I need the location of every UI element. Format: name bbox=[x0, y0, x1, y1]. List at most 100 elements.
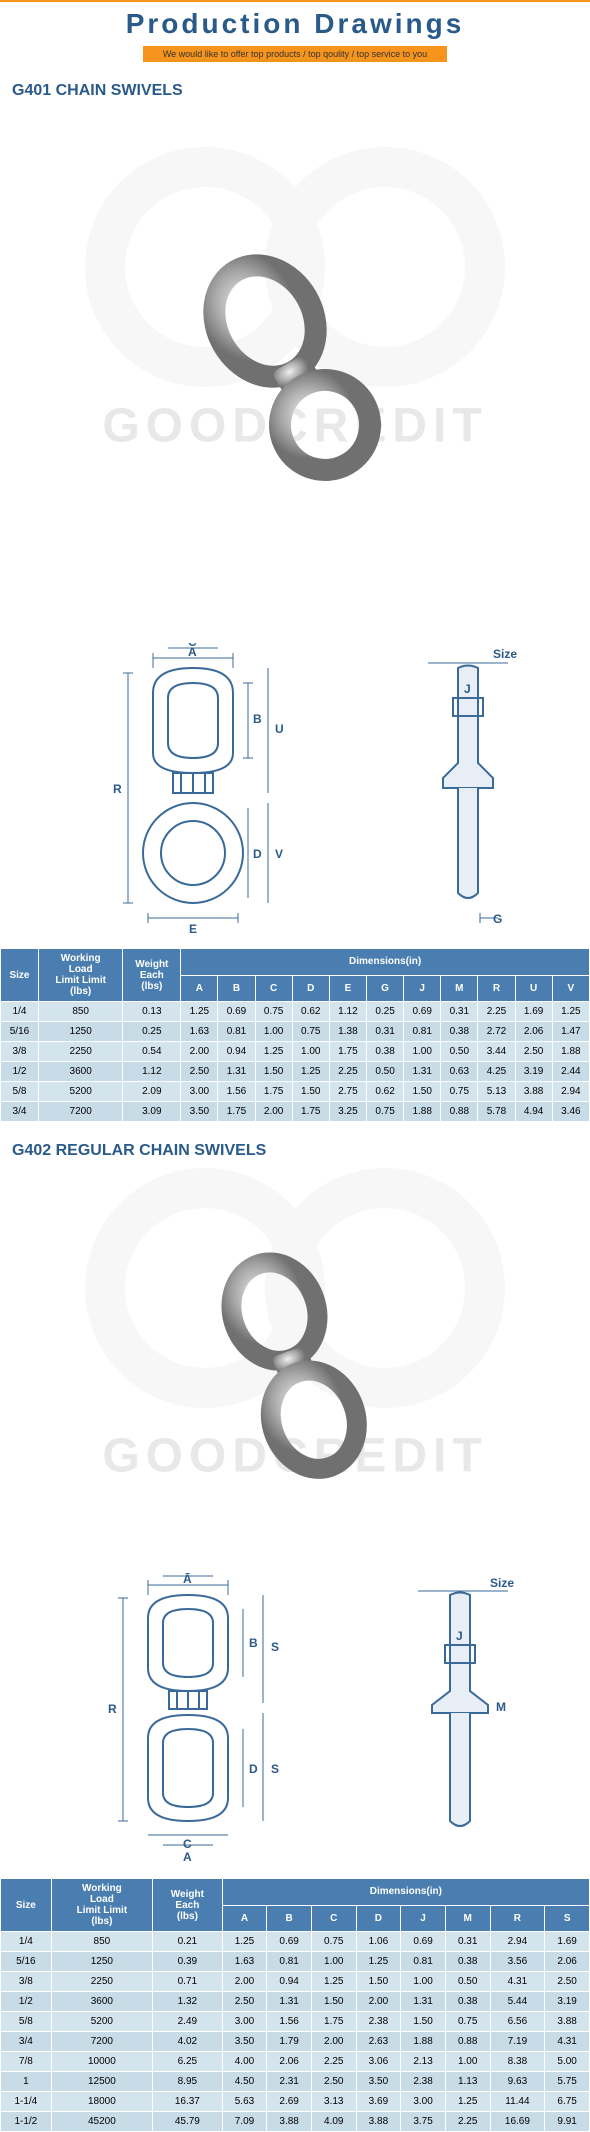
table-cell: 0.75 bbox=[292, 1022, 329, 1042]
table-cell: 2250 bbox=[38, 1042, 122, 1062]
table-row: 3/472003.093.501.752.001.753.250.751.880… bbox=[1, 1102, 590, 1122]
table-cell: 5.13 bbox=[478, 1082, 515, 1102]
col-dim-S: S bbox=[545, 1905, 590, 1932]
table-cell: 2.50 bbox=[181, 1062, 218, 1082]
svg-text:R: R bbox=[108, 1702, 117, 1716]
svg-text:Size: Size bbox=[490, 1576, 514, 1590]
table-cell: 3.56 bbox=[490, 1952, 545, 1972]
table-cell: 7.09 bbox=[222, 2112, 267, 2132]
svg-text:J: J bbox=[464, 682, 471, 696]
table-cell: 1.00 bbox=[292, 1042, 329, 1062]
g402-product-area: GOODCREDIT bbox=[0, 1168, 590, 1568]
table-cell: 850 bbox=[51, 1932, 152, 1952]
col-wll: WorkingLoadLimit Limit(lbs) bbox=[38, 949, 122, 1002]
table-cell: 0.75 bbox=[366, 1102, 403, 1122]
svg-text:A: A bbox=[183, 1850, 192, 1864]
col-dim-R: R bbox=[490, 1905, 545, 1932]
table-cell: 3/4 bbox=[1, 1102, 39, 1122]
table-cell: 1.25 bbox=[181, 1002, 218, 1022]
table-cell: 1.06 bbox=[356, 1932, 401, 1952]
table-cell: 2.50 bbox=[515, 1042, 552, 1062]
table-cell: 7200 bbox=[51, 2032, 152, 2052]
table-cell: 3.88 bbox=[267, 2112, 312, 2132]
table-cell: 1.31 bbox=[267, 1992, 312, 2012]
table-cell: 2.94 bbox=[490, 1932, 545, 1952]
table-cell: 0.81 bbox=[267, 1952, 312, 1972]
table-cell: 1.38 bbox=[329, 1022, 366, 1042]
table-cell: 1.69 bbox=[545, 1932, 590, 1952]
table-row: 3/472004.023.501.792.002.631.880.887.194… bbox=[1, 2032, 590, 2052]
table-cell: 2.38 bbox=[401, 2072, 446, 2092]
table-cell: 850 bbox=[38, 1002, 122, 1022]
svg-text:C: C bbox=[183, 1573, 192, 1577]
table-cell: 3.88 bbox=[545, 2012, 590, 2032]
table-cell: 2.69 bbox=[267, 2092, 312, 2112]
table-cell: 1.31 bbox=[401, 1992, 446, 2012]
table-row: 1/48500.211.250.690.751.060.690.312.941.… bbox=[1, 1932, 590, 1952]
g401-table: SizeWorkingLoadLimit Limit(lbs)WeightEac… bbox=[0, 948, 590, 1122]
table-cell: 1.00 bbox=[255, 1022, 292, 1042]
table-cell: 0.75 bbox=[255, 1002, 292, 1022]
header-subtitle: We would like to offer top products / to… bbox=[163, 49, 427, 59]
table-cell: 4.25 bbox=[478, 1062, 515, 1082]
col-dim-V: V bbox=[552, 975, 589, 1002]
table-cell: 4.00 bbox=[222, 2052, 267, 2072]
col-dim-E: E bbox=[329, 975, 366, 1002]
table-cell: 2.25 bbox=[311, 2052, 356, 2072]
table-cell: 1.75 bbox=[255, 1082, 292, 1102]
table-cell: 1.25 bbox=[445, 2092, 490, 2112]
table-cell: 1.25 bbox=[311, 1972, 356, 1992]
table-cell: 1.12 bbox=[123, 1062, 181, 1082]
table-cell: 5/8 bbox=[1, 1082, 39, 1102]
table-cell: 6.56 bbox=[490, 2012, 545, 2032]
table-cell: 3600 bbox=[38, 1062, 122, 1082]
table-cell: 1.75 bbox=[218, 1102, 255, 1122]
col-dim-D: D bbox=[292, 975, 329, 1002]
table-row: 1125008.954.502.312.503.502.381.139.635.… bbox=[1, 2072, 590, 2092]
table-row: 3/822500.712.000.941.251.501.000.504.312… bbox=[1, 1972, 590, 1992]
table-cell: 1.13 bbox=[445, 2072, 490, 2092]
table-cell: 1.47 bbox=[552, 1022, 589, 1042]
table-cell: 0.81 bbox=[404, 1022, 441, 1042]
table-cell: 5.78 bbox=[478, 1102, 515, 1122]
table-cell: 1.88 bbox=[401, 2032, 446, 2052]
table-cell: 1.00 bbox=[445, 2052, 490, 2072]
table-cell: 0.38 bbox=[441, 1022, 478, 1042]
svg-text:D: D bbox=[249, 1762, 258, 1776]
table-row: 1-1/24520045.797.093.884.093.883.752.251… bbox=[1, 2112, 590, 2132]
table-cell: 2.31 bbox=[267, 2072, 312, 2092]
table-cell: 3.06 bbox=[356, 2052, 401, 2072]
table-cell: 0.75 bbox=[311, 1932, 356, 1952]
table-cell: 2.00 bbox=[222, 1972, 267, 1992]
table-cell: 3.88 bbox=[356, 2112, 401, 2132]
col-wll: WorkingLoadLimit Limit(lbs) bbox=[51, 1879, 152, 1932]
table-cell: 7.19 bbox=[490, 2032, 545, 2052]
svg-text:S: S bbox=[271, 1762, 279, 1776]
g401-product-photo bbox=[165, 233, 425, 513]
g401-product-area: GOODCREDIT bbox=[0, 108, 590, 638]
table-cell: 1.50 bbox=[401, 2012, 446, 2032]
table-cell: 3.50 bbox=[356, 2072, 401, 2092]
table-cell: 1.50 bbox=[292, 1082, 329, 1102]
section1-title: G401 CHAIN SWIVELS bbox=[0, 62, 590, 108]
col-dimensions: Dimensions(in) bbox=[181, 949, 590, 976]
table-cell: 0.69 bbox=[404, 1002, 441, 1022]
table-cell: 18000 bbox=[51, 2092, 152, 2112]
col-dim-G: G bbox=[366, 975, 403, 1002]
table-cell: 1.88 bbox=[404, 1102, 441, 1122]
table-cell: 0.25 bbox=[123, 1022, 181, 1042]
table-cell: 8.38 bbox=[490, 2052, 545, 2072]
col-dim-M: M bbox=[445, 1905, 490, 1932]
table-cell: 2.00 bbox=[356, 1992, 401, 2012]
table-cell: 0.39 bbox=[153, 1952, 223, 1972]
table-cell: 45.79 bbox=[153, 2112, 223, 2132]
table-cell: 0.50 bbox=[445, 1972, 490, 1992]
table-cell: 5200 bbox=[38, 1082, 122, 1102]
table-cell: 1.25 bbox=[552, 1002, 589, 1022]
table-cell: 2.06 bbox=[267, 2052, 312, 2072]
table-cell: 1.50 bbox=[356, 1972, 401, 1992]
table-cell: 1.31 bbox=[218, 1062, 255, 1082]
table-row: 5/1612500.391.630.811.001.250.810.383.56… bbox=[1, 1952, 590, 1972]
table-cell: 1250 bbox=[38, 1022, 122, 1042]
table-cell: 3.50 bbox=[222, 2032, 267, 2052]
